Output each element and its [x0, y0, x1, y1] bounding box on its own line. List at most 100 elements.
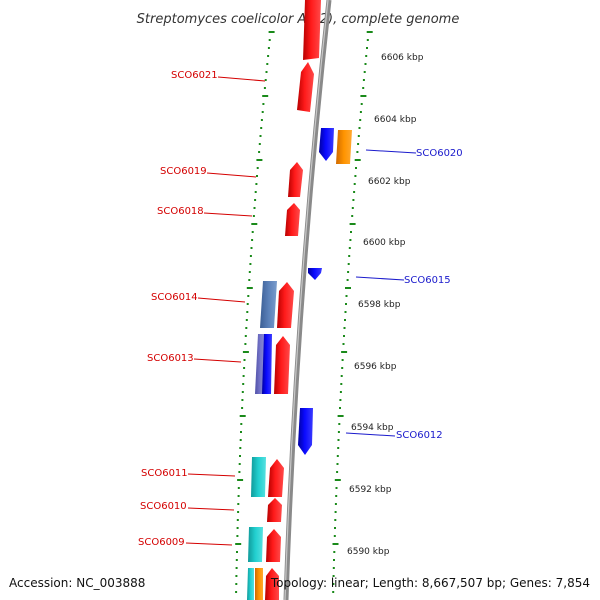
minor-tick: [235, 575, 238, 577]
major-tick: [256, 159, 263, 161]
minor-tick: [345, 295, 348, 297]
steelblue-feature[interactable]: [260, 281, 277, 328]
minor-tick: [335, 495, 338, 497]
gene-arrow-forward[interactable]: [277, 282, 294, 328]
gene-label-sco6021[interactable]: SCO6021: [171, 70, 218, 81]
minor-tick: [335, 487, 338, 489]
gene-arrow-forward[interactable]: [268, 459, 284, 497]
minor-tick: [245, 319, 248, 321]
orange-feature[interactable]: [336, 130, 352, 164]
orange-feature[interactable]: [255, 568, 263, 600]
gene-label-sco6013[interactable]: SCO6013: [147, 353, 194, 364]
gene-label-sco6020[interactable]: SCO6020: [416, 148, 463, 159]
gene-arrow-reverse[interactable]: [319, 128, 334, 161]
cyan-feature[interactable]: [251, 457, 266, 497]
cyan-feature[interactable]: [248, 527, 263, 562]
minor-tick: [242, 383, 245, 385]
gene-arrow-forward[interactable]: [303, 0, 321, 60]
minor-tick: [239, 439, 242, 441]
minor-tick: [336, 471, 339, 473]
major-tick: [337, 415, 344, 417]
minor-tick: [247, 295, 250, 297]
minor-tick: [364, 63, 367, 65]
gene-label-sco6011[interactable]: SCO6011: [141, 468, 188, 479]
gene-label-sco6012[interactable]: SCO6012: [396, 430, 443, 441]
accession-label: Accession: NC_003888: [9, 576, 145, 590]
minor-tick: [251, 231, 254, 233]
minor-tick: [242, 375, 245, 377]
gene-label-sco6018[interactable]: SCO6018: [157, 206, 204, 217]
minor-tick: [337, 447, 340, 449]
minor-tick: [266, 63, 269, 65]
minor-tick: [351, 207, 354, 209]
minor-tick: [334, 511, 337, 513]
minor-tick: [352, 199, 355, 201]
leader-line: [187, 507, 235, 511]
gene-arrow-forward[interactable]: [288, 162, 303, 197]
major-tick: [341, 351, 348, 353]
minor-tick: [253, 207, 256, 209]
minor-tick: [237, 487, 240, 489]
minor-tick: [239, 455, 241, 457]
minor-tick: [248, 279, 251, 281]
gene-label-sco6009[interactable]: SCO6009: [138, 537, 185, 548]
minor-tick: [251, 239, 254, 241]
cyan-feature[interactable]: [247, 568, 254, 600]
minor-tick: [360, 103, 363, 105]
kbp-label: 6592 kbp: [349, 485, 392, 495]
gene-arrow-reverse[interactable]: [262, 334, 272, 394]
minor-tick: [237, 495, 240, 497]
minor-tick: [362, 79, 365, 81]
minor-tick: [237, 503, 240, 505]
minor-tick: [357, 143, 360, 145]
minor-tick: [235, 583, 238, 585]
leader-line: [355, 276, 405, 281]
gene-arrow-forward[interactable]: [267, 498, 282, 522]
minor-tick: [236, 551, 238, 553]
gene-arrow-forward[interactable]: [297, 62, 314, 112]
minor-tick: [344, 311, 347, 313]
major-tick: [268, 31, 275, 33]
major-tick: [360, 95, 367, 97]
minor-tick: [263, 87, 266, 89]
minor-tick: [336, 463, 339, 465]
leader-line: [193, 358, 242, 363]
gene-arrow-forward[interactable]: [285, 203, 300, 236]
leader-line: [203, 212, 253, 217]
minor-tick: [256, 167, 259, 169]
kbp-label: 6600 kbp: [363, 238, 406, 248]
minor-tick: [249, 263, 252, 265]
gene-arrow-forward[interactable]: [274, 336, 290, 394]
gene-label-sco6015[interactable]: SCO6015: [404, 275, 451, 286]
minor-tick: [255, 183, 258, 185]
gene-label-sco6019[interactable]: SCO6019: [160, 166, 207, 177]
major-tick: [239, 415, 246, 417]
minor-tick: [252, 215, 255, 217]
gene-arrow-forward[interactable]: [265, 568, 279, 600]
minor-tick: [333, 551, 336, 553]
minor-tick: [347, 263, 350, 265]
minor-tick: [366, 39, 369, 41]
minor-tick: [258, 151, 261, 153]
gene-arrow-forward[interactable]: [266, 529, 281, 562]
minor-tick: [342, 343, 345, 345]
leader-line: [206, 172, 257, 178]
minor-tick: [243, 359, 246, 361]
minor-tick: [332, 583, 335, 585]
genome-title: Streptomyces coelicolor A3(2), complete …: [137, 12, 460, 27]
gene-label-sco6014[interactable]: SCO6014: [151, 292, 198, 303]
left-tick-lane: [235, 31, 275, 593]
kbp-label: 6604 kbp: [374, 115, 417, 125]
major-tick: [235, 543, 242, 545]
gene-arrow-reverse[interactable]: [298, 408, 313, 455]
minor-tick: [238, 463, 241, 465]
gene-arrow-reverse[interactable]: [308, 268, 322, 280]
minor-tick: [365, 55, 368, 57]
leader-line: [185, 542, 233, 546]
minor-tick: [260, 127, 263, 129]
gene-label-sco6010[interactable]: SCO6010: [140, 501, 187, 512]
minor-tick: [237, 511, 240, 513]
kbp-label: 6594 kbp: [351, 423, 394, 433]
genome-backbone-highlight: [284, 0, 329, 600]
